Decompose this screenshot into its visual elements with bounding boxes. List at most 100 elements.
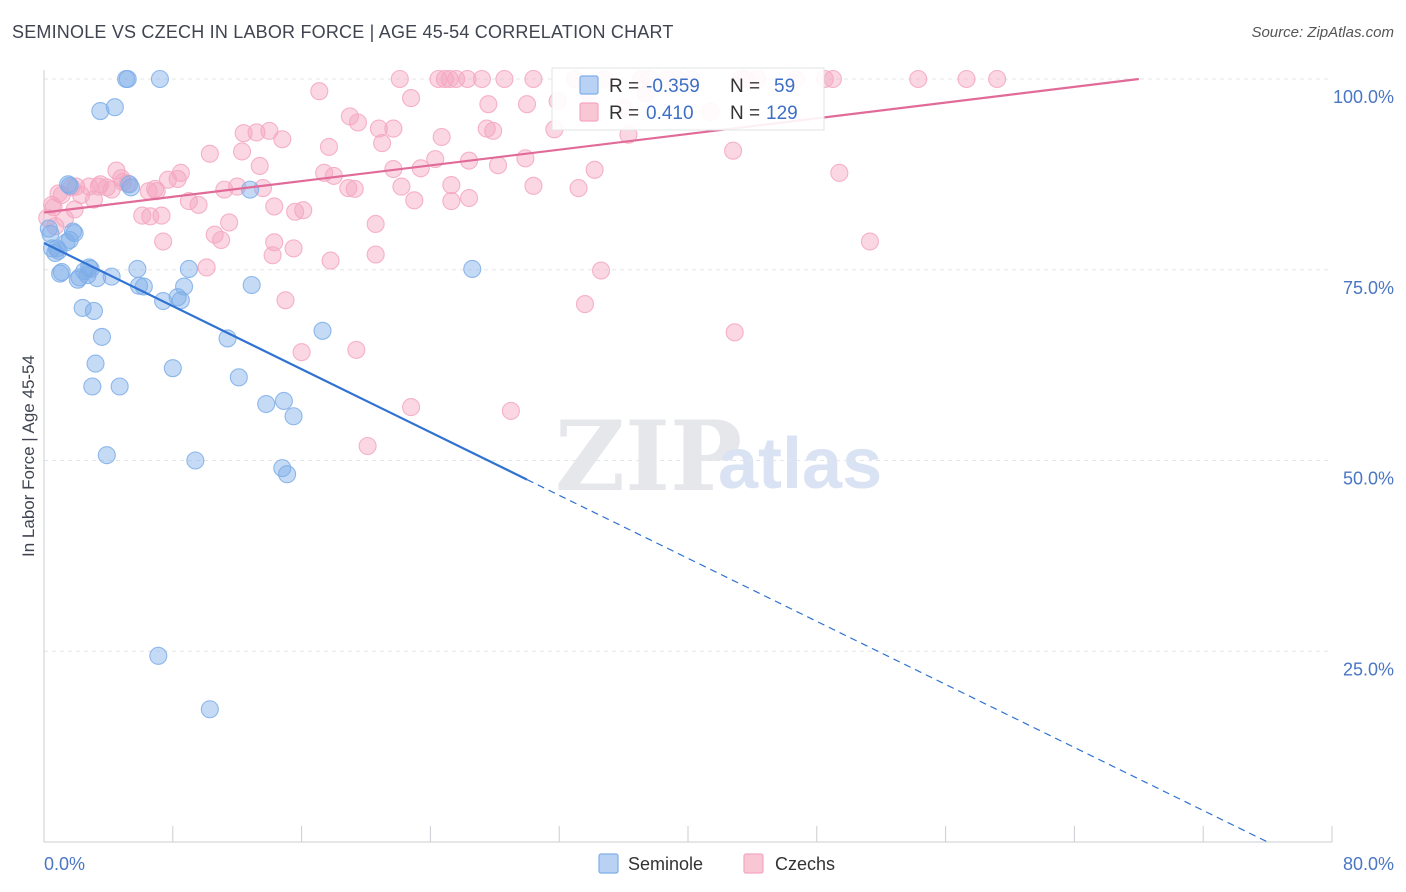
seminole-point (51, 264, 70, 283)
czechs-n-label: N = (730, 103, 760, 124)
czechs-r-label: R = (609, 103, 639, 124)
seminole-point (150, 69, 169, 89)
seminole-point (242, 275, 261, 295)
czechs-point (724, 141, 743, 160)
czechs-point (345, 179, 364, 198)
czechs-series-label: Czechs (775, 854, 835, 874)
czechs-point (479, 95, 498, 114)
czechs-trend-line (43, 77, 1139, 214)
czechs-point (524, 69, 543, 89)
czechs-point (154, 232, 173, 251)
chart-title: SEMINOLE VS CZECH IN LABOR FORCE | AGE 4… (12, 22, 674, 42)
x-ticks (43, 826, 1333, 842)
seminole-point (91, 101, 110, 121)
czechs-point (524, 176, 543, 195)
seminole-point (60, 176, 79, 195)
czechs-point (458, 69, 477, 89)
seminole-point (149, 646, 168, 665)
y-tick-label: 50.0% (1343, 469, 1394, 489)
seminole-point (313, 321, 332, 340)
czechs-point (860, 232, 879, 251)
czechs-n-value: 129 (766, 103, 798, 124)
seminole-point (97, 446, 116, 465)
series-legend: Seminole Czechs (598, 853, 835, 874)
seminole-series-label: Seminole (628, 854, 703, 874)
czechs-point (501, 401, 520, 420)
seminole-r-label: R = (609, 76, 639, 97)
czechs-point (823, 69, 842, 89)
czechs-point (517, 95, 537, 114)
seminole-point (463, 259, 482, 279)
seminole-trend-extension (526, 479, 1268, 843)
czechs-point (84, 190, 103, 209)
seminole-point (84, 301, 103, 321)
seminole-n-label: N = (730, 76, 760, 97)
czechs-point (392, 177, 411, 196)
czechs-point (179, 192, 198, 211)
czechs-point (575, 295, 595, 314)
seminole-point (110, 377, 129, 396)
czechs-point (366, 245, 385, 264)
czechs-point (197, 258, 216, 277)
seminole-point (73, 298, 92, 317)
czechs-point (402, 89, 421, 108)
czechs-point (158, 170, 178, 189)
seminole-legend-swatch (579, 75, 599, 95)
czechs-series-swatch (743, 853, 764, 874)
seminole-trend-line (43, 242, 528, 481)
czechs-point (292, 343, 311, 362)
czechs-point (402, 398, 421, 417)
x-tick-label-max: 80.0% (1343, 854, 1394, 874)
seminole-point (63, 222, 83, 241)
seminole-point (274, 391, 293, 411)
czechs-point (988, 69, 1007, 89)
czechs-point (442, 176, 461, 195)
czechs-point (107, 161, 126, 180)
watermark-atlas: atlas (718, 424, 882, 504)
czechs-point (442, 192, 461, 211)
czechs-point (319, 137, 339, 156)
czechs-point (200, 144, 219, 163)
czechs-point (310, 82, 329, 101)
y-tick-label: 75.0% (1343, 278, 1394, 298)
seminole-point (68, 270, 87, 289)
czechs-point (909, 69, 928, 89)
grid (44, 78, 1332, 652)
czechs-r-value: 0.410 (646, 103, 694, 124)
seminole-point (171, 291, 190, 310)
czechs-point (234, 124, 253, 143)
seminole-point (128, 259, 147, 279)
seminole-point (78, 266, 97, 285)
czechs-point (957, 69, 976, 89)
seminole-point (257, 394, 276, 414)
seminole-point (229, 368, 248, 387)
czechs-point (294, 201, 313, 220)
y-axis-label: In Labor Force | Age 45-54 (19, 355, 38, 557)
czechs-point (97, 178, 116, 197)
seminole-point (118, 69, 137, 89)
czechs-point (273, 130, 292, 149)
czechs-point (459, 188, 479, 208)
seminole-point (273, 459, 292, 478)
czechs-point (405, 191, 424, 210)
czechs-point (358, 436, 377, 456)
czechs-point (265, 197, 284, 216)
y-tick-label: 25.0% (1343, 659, 1394, 679)
seminole-point (175, 277, 194, 296)
czechs-point (366, 214, 385, 234)
seminole-point (86, 354, 105, 373)
seminole-point (121, 178, 140, 197)
czechs-point (276, 291, 295, 310)
seminole-point (278, 465, 297, 484)
czechs-point (265, 233, 284, 252)
seminole-n-value: 59 (774, 76, 795, 97)
seminole-point (120, 175, 139, 194)
czechs-legend-swatch (579, 102, 599, 122)
czechs-point (373, 134, 392, 153)
czechs-point (263, 246, 282, 265)
czechs-point (347, 340, 366, 359)
seminole-point (105, 98, 124, 117)
seminole-point (168, 288, 187, 307)
y-tick-labels: 25.0% 50.0% 75.0% 100.0% (1333, 87, 1394, 679)
czechs-point (585, 160, 604, 179)
